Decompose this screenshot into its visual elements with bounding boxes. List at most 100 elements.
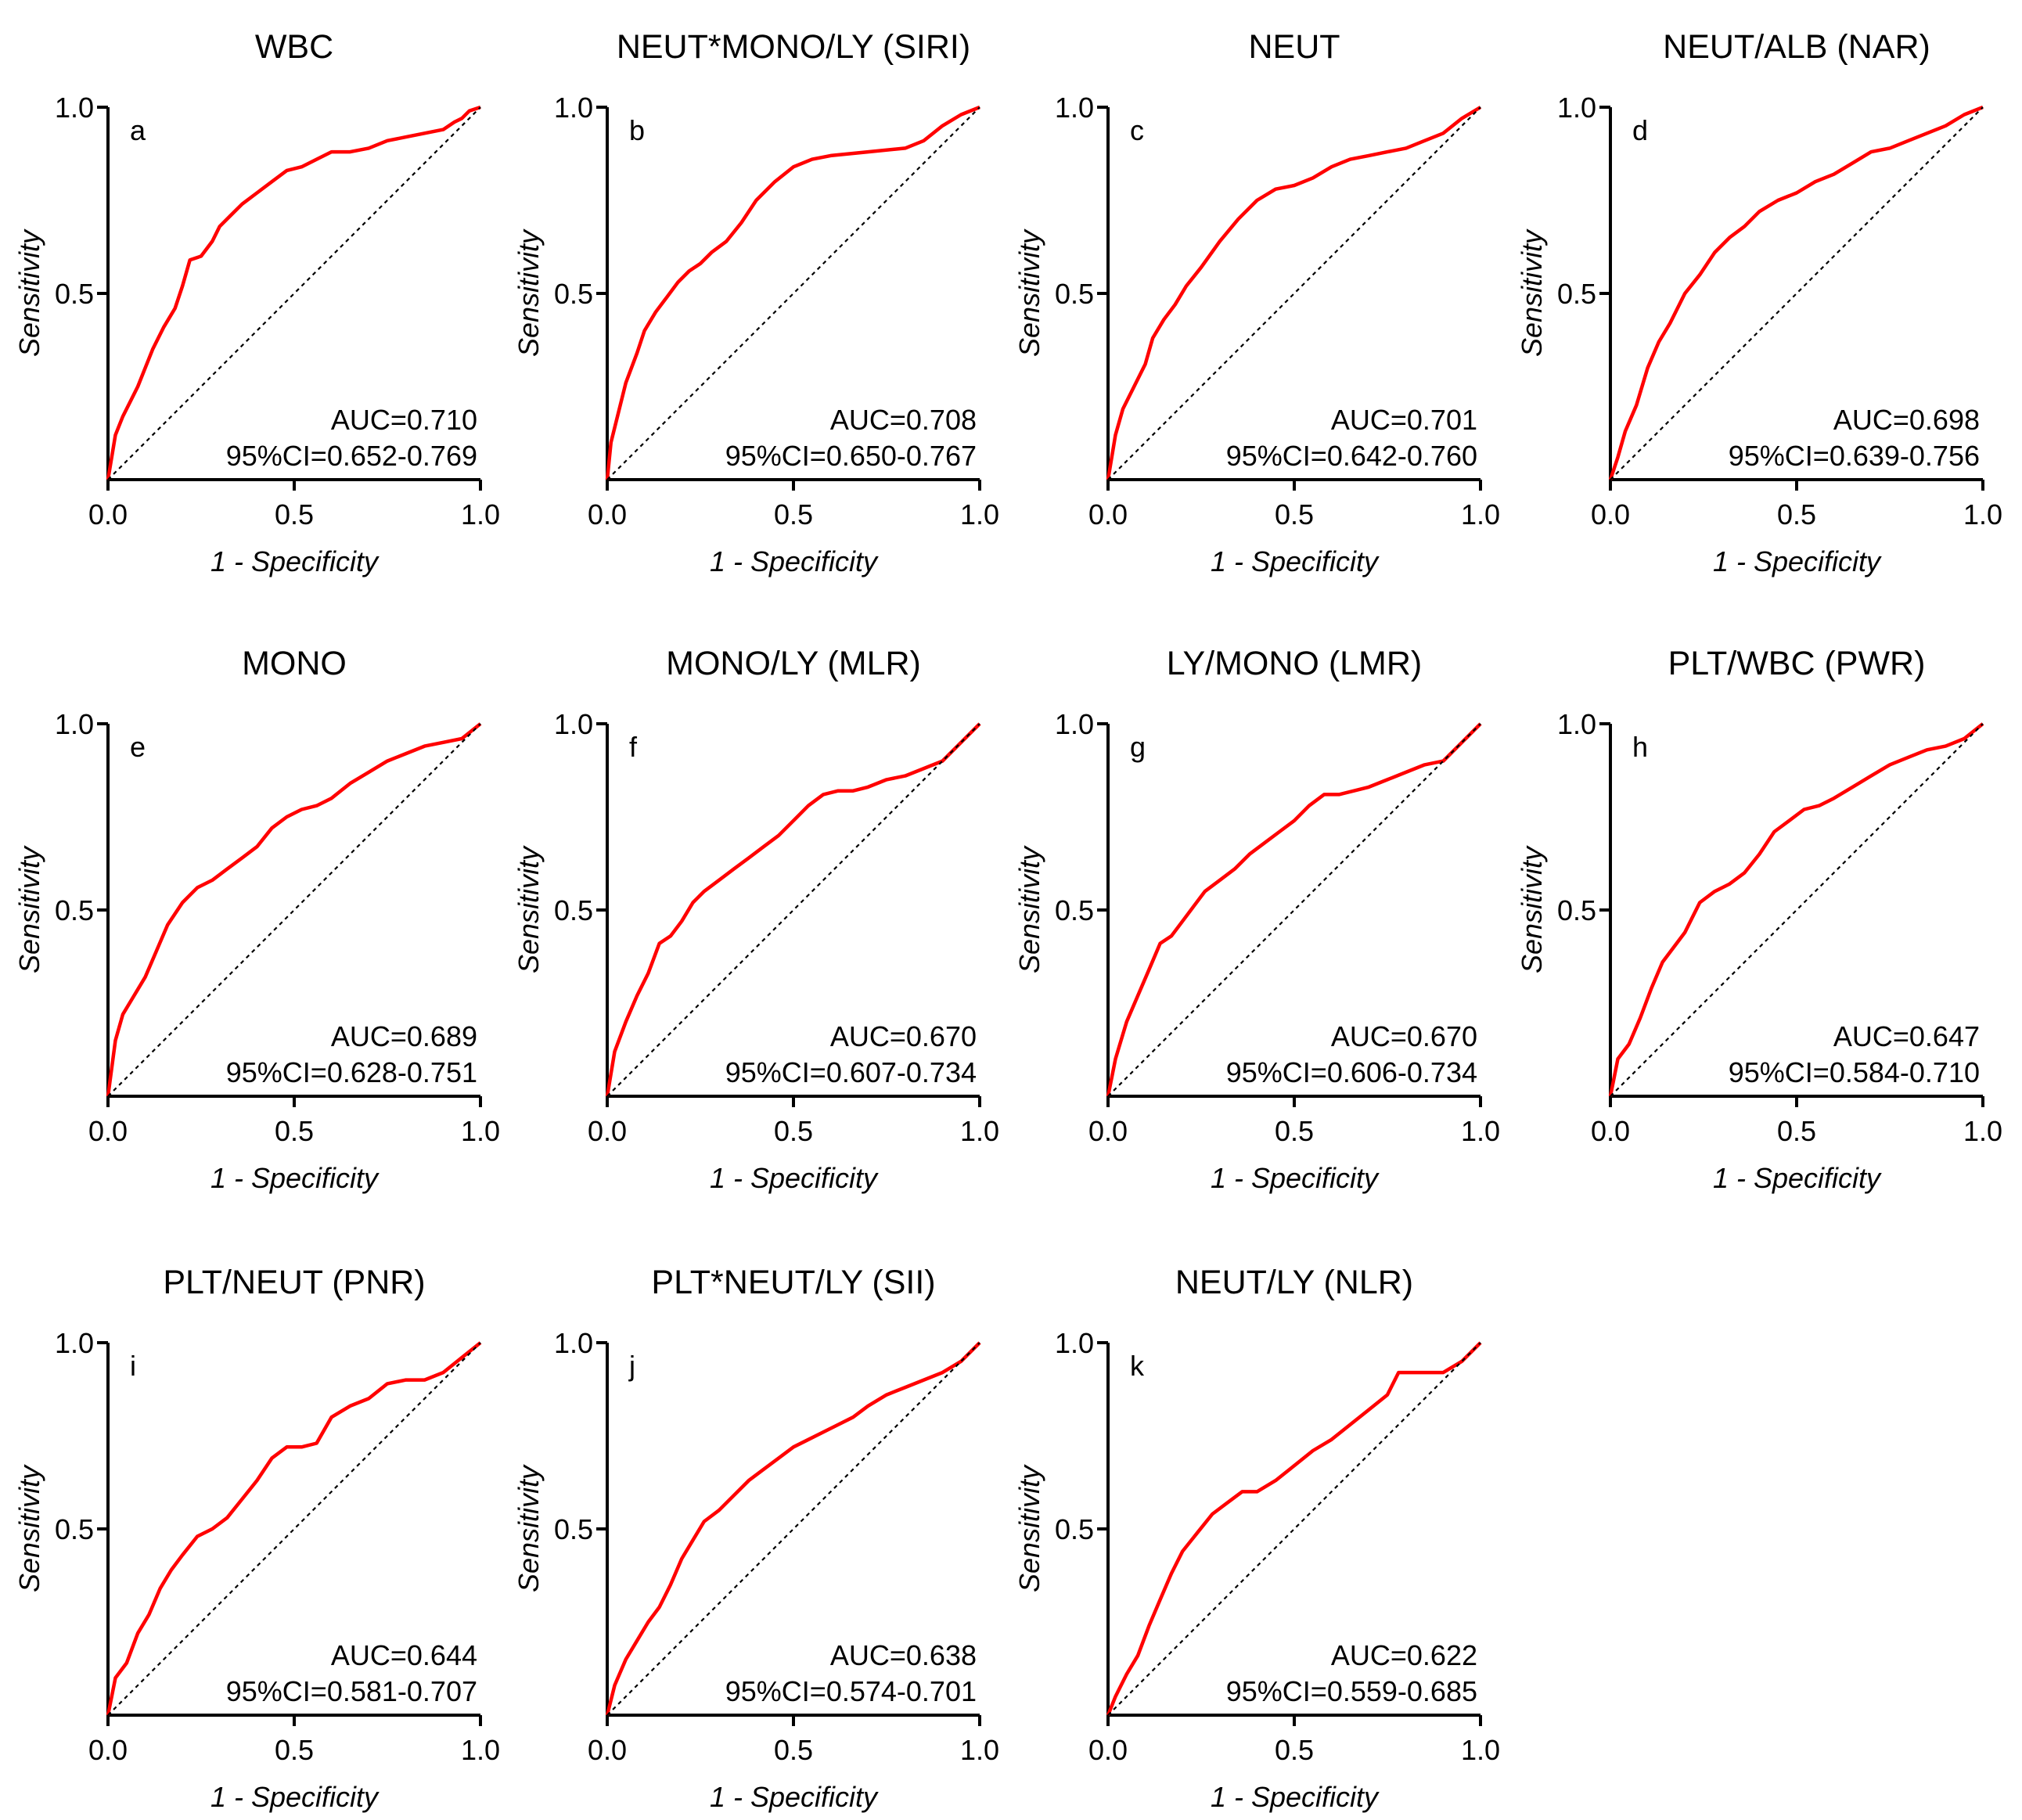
auc-annotation: AUC=0.644 [331, 1639, 477, 1671]
x-tick-label: 0.5 [774, 1734, 813, 1766]
roc-curve-line [1106, 1341, 1482, 1716]
auc-annotation: AUC=0.701 [1331, 404, 1477, 436]
x-tick-label: 0.5 [1275, 1734, 1314, 1766]
y-tick-label: 1.0 [554, 708, 593, 740]
auc-value: 0.710 [407, 404, 477, 436]
y-tick-label: 1.0 [55, 92, 94, 124]
x-tick-label: 0.0 [88, 1115, 128, 1147]
ci-annotation: 95%CI=0.639-0.756 [1729, 440, 1980, 472]
ci-prefix: 95%CI= [725, 1675, 826, 1707]
auc-prefix: AUC= [830, 1020, 906, 1052]
panel-title: PLT/WBC (PWR) [1668, 645, 1926, 682]
x-tick-label: 0.0 [1088, 1734, 1128, 1766]
x-tick-label: 1.0 [461, 1734, 500, 1766]
x-tick-label: 1.0 [1461, 1115, 1500, 1147]
ci-prefix: 95%CI= [725, 1056, 826, 1088]
x-axis-label: 1 - Specificity [1211, 1162, 1380, 1194]
x-tick-label: 0.5 [1777, 1115, 1816, 1147]
ci-prefix: 95%CI= [226, 1675, 327, 1707]
ci-annotation: 95%CI=0.652-0.769 [226, 440, 477, 472]
roc-panel-k: NEUT/LY (NLR) 0.0 0.5 1.0 0.5 1.0 1 - Specific… [1013, 1264, 1500, 1813]
panel-title: NEUT/ALB (NAR) [1663, 28, 1930, 66]
panel-title: MONO/LY (MLR) [666, 645, 921, 682]
roc-curve-line [106, 105, 481, 480]
y-axis-label: Sensitivity [1516, 845, 1548, 973]
auc-value: 0.622 [1407, 1639, 1477, 1671]
x-tick-label: 0.0 [1088, 498, 1128, 531]
y-tick-label: 0.5 [55, 278, 94, 310]
ci-annotation: 95%CI=0.581-0.707 [226, 1675, 477, 1707]
x-axis-label: 1 - Specificity [710, 1162, 879, 1194]
panel-title: NEUT [1248, 28, 1340, 66]
x-tick-label: 1.0 [1963, 498, 2002, 531]
panel-letter: a [130, 114, 146, 146]
ci-annotation: 95%CI=0.650-0.767 [725, 440, 977, 472]
y-tick-label: 0.5 [1055, 894, 1094, 926]
ci-annotation: 95%CI=0.574-0.701 [725, 1675, 977, 1707]
roc-panel-j: PLT*NEUT/LY (SII) 0.0 0.5 1.0 0.5 1.0 1 - Spec… [513, 1264, 999, 1813]
ci-prefix: 95%CI= [1226, 1056, 1327, 1088]
x-axis-label: 1 - Specificity [710, 545, 879, 577]
ci-prefix: 95%CI= [226, 1056, 327, 1088]
x-tick-label: 0.0 [588, 1115, 627, 1147]
x-axis-label: 1 - Specificity [710, 1781, 879, 1813]
x-tick-label: 1.0 [461, 498, 500, 531]
auc-prefix: AUC= [1833, 1020, 1909, 1052]
y-tick-label: 1.0 [55, 1327, 94, 1359]
roc-panel-a: WBC 0.0 0.5 1.0 0.5 1.0 1 - Specificity Sensiti… [13, 28, 500, 577]
panel-letter: i [130, 1350, 136, 1382]
auc-annotation: AUC=0.689 [331, 1020, 477, 1052]
roc-curve-line [1106, 722, 1482, 1097]
reference-diagonal-line [1107, 1342, 1481, 1716]
y-tick-label: 0.5 [1055, 1513, 1094, 1545]
auc-prefix: AUC= [331, 404, 407, 436]
x-tick-label: 1.0 [960, 498, 999, 531]
ci-value: 0.639-0.756 [1830, 440, 1980, 472]
y-axis-label: Sensitivity [513, 228, 545, 357]
x-tick-label: 0.5 [774, 498, 813, 531]
x-tick-label: 1.0 [1461, 498, 1500, 531]
roc-panel-h: PLT/WBC (PWR) 0.0 0.5 1.0 0.5 1.0 1 - Specific… [1516, 645, 2002, 1194]
reference-diagonal-line [1107, 723, 1481, 1097]
reference-diagonal-line [107, 1342, 481, 1716]
y-tick-label: 1.0 [1557, 92, 1596, 124]
ci-prefix: 95%CI= [1729, 440, 1830, 472]
x-axis-label: 1 - Specificity [1713, 545, 1882, 577]
ci-prefix: 95%CI= [226, 440, 327, 472]
ci-value: 0.606-0.734 [1327, 1056, 1477, 1088]
x-tick-label: 0.0 [88, 498, 128, 531]
roc-curve-line [106, 722, 482, 1097]
auc-prefix: AUC= [331, 1020, 407, 1052]
x-tick-label: 0.5 [774, 1115, 813, 1147]
ci-value: 0.652-0.769 [327, 440, 477, 472]
x-tick-label: 1.0 [461, 1115, 500, 1147]
y-axis-label: Sensitivity [1516, 228, 1548, 357]
y-tick-label: 1.0 [554, 92, 593, 124]
reference-diagonal-line [1107, 106, 1481, 480]
y-tick-label: 0.5 [554, 278, 593, 310]
y-axis-label: Sensitivity [1013, 1464, 1045, 1592]
panel-title: PLT*NEUT/LY (SII) [651, 1264, 935, 1301]
roc-panel-c: NEUT 0.0 0.5 1.0 0.5 1.0 1 - Specificity Sensit… [1013, 28, 1500, 577]
auc-value: 0.708 [906, 404, 977, 436]
reference-diagonal-line [107, 723, 481, 1097]
reference-diagonal-line [606, 106, 980, 480]
panel-letter: b [629, 114, 645, 146]
auc-annotation: AUC=0.708 [830, 404, 977, 436]
roc-curve-line [605, 722, 981, 1097]
x-tick-label: 0.5 [1275, 1115, 1314, 1147]
y-tick-label: 1.0 [1055, 1327, 1094, 1359]
auc-annotation: AUC=0.670 [830, 1020, 977, 1052]
auc-annotation: AUC=0.698 [1833, 404, 1980, 436]
auc-value: 0.701 [1407, 404, 1477, 436]
x-tick-label: 0.0 [588, 1734, 627, 1766]
x-axis-label: 1 - Specificity [210, 1162, 380, 1194]
roc-curve-line [1608, 722, 1984, 1097]
ci-value: 0.650-0.767 [826, 440, 977, 472]
auc-value: 0.638 [906, 1639, 977, 1671]
panel-title: LY/MONO (LMR) [1167, 645, 1423, 682]
panel-letter: k [1130, 1350, 1145, 1382]
y-tick-label: 0.5 [1557, 894, 1596, 926]
panel-title: WBC [255, 28, 333, 66]
